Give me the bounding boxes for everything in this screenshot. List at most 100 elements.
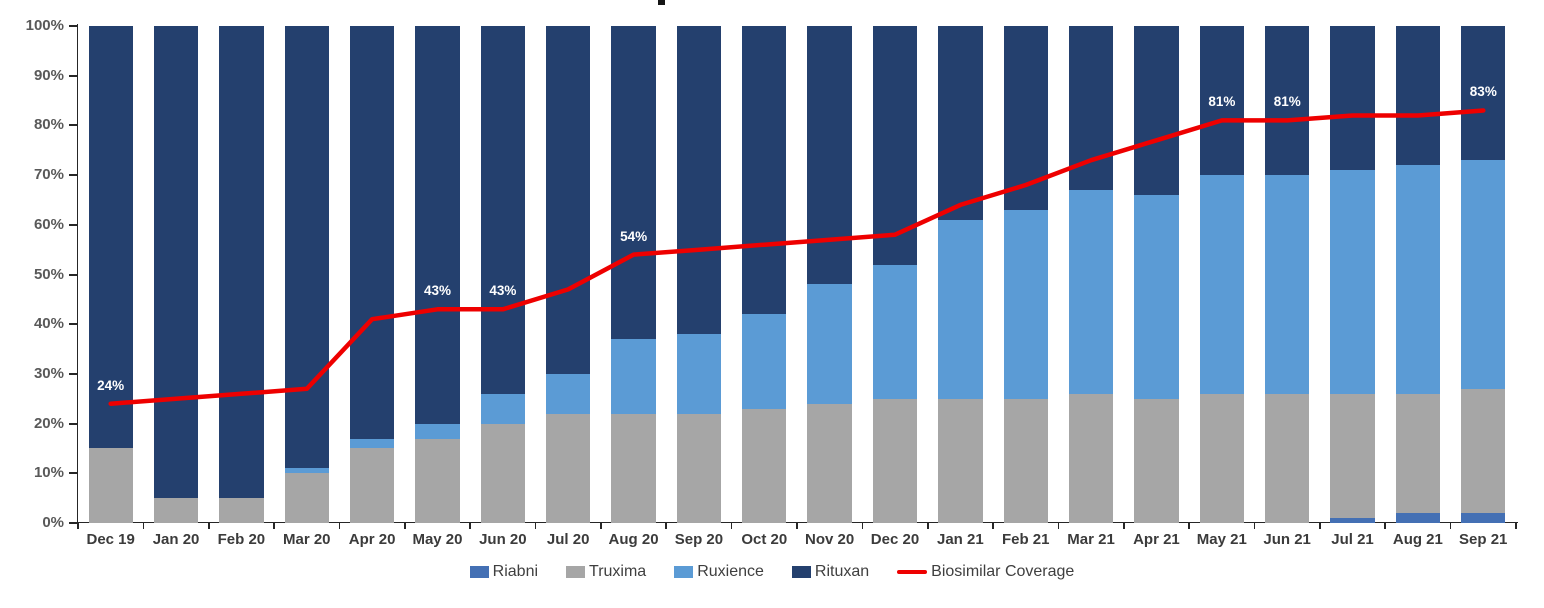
segment-riabni: [1395, 513, 1441, 523]
y-tick-mark: [69, 472, 77, 475]
x-label-dec-20: Dec 20: [870, 531, 920, 548]
segment-truxima: [1003, 398, 1048, 523]
bar-mar-21: [1058, 26, 1123, 523]
x-label-may-20: May 20: [412, 531, 463, 548]
segment-rituxan: [349, 26, 395, 439]
segment-truxima: [1330, 393, 1375, 519]
x-tick-mark: [926, 523, 929, 529]
x-label-aug-20: Aug 20: [608, 531, 659, 548]
segment-rituxan: [219, 26, 264, 499]
x-tick-mark: [1123, 523, 1125, 529]
legend-item-riabni: Riabni: [469, 563, 539, 581]
y-tick-mark: [69, 124, 77, 127]
legend-label: Riabni: [492, 563, 539, 580]
segment-truxima: [349, 448, 395, 523]
segment-truxima: [415, 438, 460, 523]
segment-truxima: [153, 498, 199, 523]
legend-item-truxima: Truxima: [566, 563, 646, 581]
segment-truxima: [1461, 388, 1506, 514]
segment-truxima: [219, 498, 264, 523]
x-tick-mark: [273, 523, 275, 529]
y-tick-label-20: 20%: [33, 414, 64, 432]
x-tick-mark: [534, 523, 537, 529]
bar-jul-21: [1320, 26, 1385, 523]
x-label-jan-20: Jan 20: [152, 531, 200, 548]
segment-ruxience: [546, 373, 591, 414]
y-tick-label-50: 50%: [33, 265, 64, 283]
segment-truxima: [1068, 393, 1114, 523]
x-tick-mark: [992, 523, 994, 529]
legend-line-swatch-icon: [897, 570, 928, 574]
x-label-aug-21: Aug 21: [1392, 531, 1443, 548]
x-tick-mark: [469, 523, 471, 529]
segment-rituxan: [1134, 26, 1179, 195]
legend-square-swatch-icon: [791, 566, 811, 578]
bar-aug-20: [601, 26, 666, 523]
x-label-jan-21: Jan 21: [937, 531, 984, 548]
line-label-may-21: 81%: [1208, 94, 1236, 110]
segment-ruxience: [1003, 209, 1048, 399]
segment-ruxience: [1264, 175, 1310, 394]
segment-rituxan: [153, 26, 199, 499]
y-tick-mark: [69, 273, 77, 276]
segment-ruxience: [611, 339, 656, 414]
segment-ruxience: [676, 334, 722, 414]
x-label-oct-20: Oct 20: [741, 531, 788, 548]
legend-square-swatch-icon: [469, 566, 489, 578]
segment-truxima: [1199, 393, 1244, 523]
segment-riabni: [1330, 518, 1375, 523]
x-label-sep-20: Sep 20: [674, 531, 724, 548]
x-label-feb-20: Feb 20: [217, 531, 266, 548]
segment-rituxan: [807, 26, 852, 285]
legend-label: Ruxience: [697, 563, 764, 580]
x-label-feb-21: Feb 21: [1001, 531, 1050, 548]
y-tick-label-90: 90%: [33, 66, 64, 84]
line-label-dec-19: 24%: [97, 377, 125, 393]
x-axis-line: [76, 521, 1518, 524]
cropped-title-fragment: [658, 0, 665, 5]
x-tick-mark: [1319, 523, 1321, 529]
bar-feb-21: [993, 26, 1058, 523]
x-label-jul-20: Jul 20: [546, 531, 590, 548]
y-tick-mark: [69, 323, 77, 326]
segment-ruxience: [349, 438, 395, 449]
y-tick-label-60: 60%: [33, 215, 64, 233]
legend-square-swatch-icon: [674, 566, 694, 578]
legend: Riabni Truxima Ruxience Rituxan Biosimilar C…: [0, 563, 1544, 581]
y-axis-line: [76, 24, 79, 523]
line-label-jun-21: 81%: [1273, 94, 1301, 110]
x-tick-mark: [1384, 523, 1387, 529]
segment-truxima: [872, 398, 918, 523]
x-tick-mark: [861, 523, 864, 529]
segment-truxima: [88, 448, 133, 523]
y-tick-mark: [69, 522, 77, 524]
line-label-may-20: 43%: [423, 283, 452, 299]
segment-ruxience: [742, 314, 787, 409]
x-tick-mark: [600, 523, 602, 529]
segment-truxima: [807, 403, 852, 523]
line-label-sep-21: 83%: [1469, 84, 1497, 100]
segment-rituxan: [938, 26, 983, 220]
x-tick-mark: [142, 523, 145, 529]
bar-feb-20: [209, 26, 274, 523]
bar-sep-21: [1451, 26, 1516, 523]
y-tick-label-80: 80%: [33, 116, 64, 134]
segment-truxima: [938, 398, 983, 523]
y-tick-label-10: 10%: [33, 464, 64, 482]
legend-item-biosimilar-coverage: Biosimilar Coverage: [897, 563, 1074, 581]
x-label-jul-21: Jul 21: [1331, 531, 1374, 548]
y-tick-label-100: 100%: [25, 17, 64, 34]
y-tick-mark: [69, 422, 77, 425]
bar-dec-20: [862, 26, 927, 523]
bar-dec-19: [78, 26, 143, 523]
x-label-nov-20: Nov 20: [805, 531, 855, 548]
segment-ruxience: [1134, 194, 1179, 399]
y-tick-mark: [69, 25, 77, 27]
bar-jan-21: [928, 26, 993, 523]
x-label-apr-20: Apr 20: [348, 531, 396, 548]
segment-truxima: [1264, 393, 1310, 523]
legend-item-ruxience: Ruxience: [674, 563, 764, 581]
line-label-aug-20: 54%: [620, 228, 648, 244]
y-tick-label-70: 70%: [33, 166, 64, 184]
segment-ruxience: [1461, 160, 1506, 389]
